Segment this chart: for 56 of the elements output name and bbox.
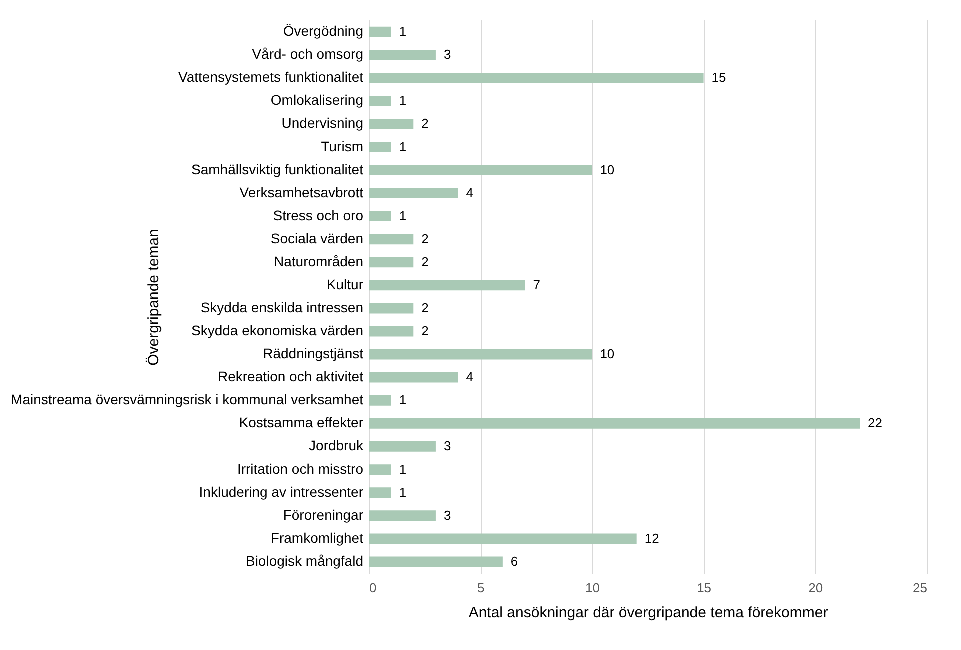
y-tick-label: Övergödning xyxy=(283,23,364,40)
data-label: 10 xyxy=(600,162,615,178)
y-tick-label: Mainstreama översvämningsrisk i kommunal verksamhet xyxy=(11,392,364,408)
data-label: 4 xyxy=(466,185,474,200)
y-tick-label: Vattensystemets funktionalitet xyxy=(178,69,364,86)
y-tick-label: Kultur xyxy=(326,276,364,292)
y-tick-label: Skydda ekonomiska värden xyxy=(192,322,364,339)
y-tick-label: Irritation och misstro xyxy=(237,460,364,477)
y-tick-label: Verksamhetsavbrott xyxy=(240,184,364,200)
y-tick-label: Undervisning xyxy=(282,115,364,132)
data-label: 6 xyxy=(510,554,518,569)
y-tick-label: Rekreation och aktivitet xyxy=(218,368,364,385)
y-tick-label: Framkomlighet xyxy=(270,530,364,546)
data-label: 2 xyxy=(422,231,429,246)
x-tick-label: 5 xyxy=(477,580,485,596)
data-label: 4 xyxy=(466,370,474,385)
y-tick-label: Räddningstjänst xyxy=(263,346,364,362)
y-tick-label: Skydda enskilda intressen xyxy=(200,300,364,316)
x-tick-label: 20 xyxy=(808,580,824,596)
y-tick-label: Samhällsviktig funktionalitet xyxy=(192,161,364,178)
data-label: 3 xyxy=(444,508,452,523)
data-label: 1 xyxy=(399,484,407,500)
data-label: 3 xyxy=(444,438,452,454)
data-label: 7 xyxy=(533,277,540,292)
data-label: 22 xyxy=(868,416,883,431)
y-axis-title: Övergripande teman xyxy=(146,229,162,366)
data-label: 15 xyxy=(712,70,726,86)
y-tick-label: Turism xyxy=(321,138,364,154)
data-label: 1 xyxy=(399,24,407,40)
x-tick-label: 15 xyxy=(697,580,712,596)
y-tick-label: Stress och oro xyxy=(273,207,364,224)
data-label: 1 xyxy=(399,93,407,108)
x-tick-label: 25 xyxy=(913,580,928,596)
data-label: 3 xyxy=(444,47,452,62)
y-tick-label: Jordbruk xyxy=(309,438,364,454)
data-label: 2 xyxy=(422,300,429,316)
y-tick-label: Biologisk mångfald xyxy=(246,552,364,569)
y-tick-label: Kostsamma effekter xyxy=(239,414,364,431)
data-label: 1 xyxy=(399,462,407,477)
y-tick-label: Naturområden xyxy=(274,253,364,270)
y-tick-label: Inkludering av intressenter xyxy=(199,484,364,500)
data-label: 12 xyxy=(644,530,660,546)
data-label: 2 xyxy=(422,324,429,339)
data-label: 10 xyxy=(600,346,615,362)
y-tick-label: Sociala värden xyxy=(270,230,364,246)
data-label: 2 xyxy=(422,254,429,270)
y-tick-label: Omlokalisering xyxy=(270,92,364,108)
x-axis-title: Antal ansökningar där övergripande tema förekommer xyxy=(468,604,828,622)
data-label: 1 xyxy=(399,392,407,408)
x-tick-label: 10 xyxy=(585,580,600,596)
y-tick-label: Föroreningar xyxy=(283,506,364,523)
data-label: 2 xyxy=(422,116,429,132)
y-tick-label: Vård- och omsorg xyxy=(252,46,364,62)
data-label: 1 xyxy=(399,208,407,224)
data-label: 1 xyxy=(399,139,407,154)
x-tick-label: 0 xyxy=(370,580,377,596)
